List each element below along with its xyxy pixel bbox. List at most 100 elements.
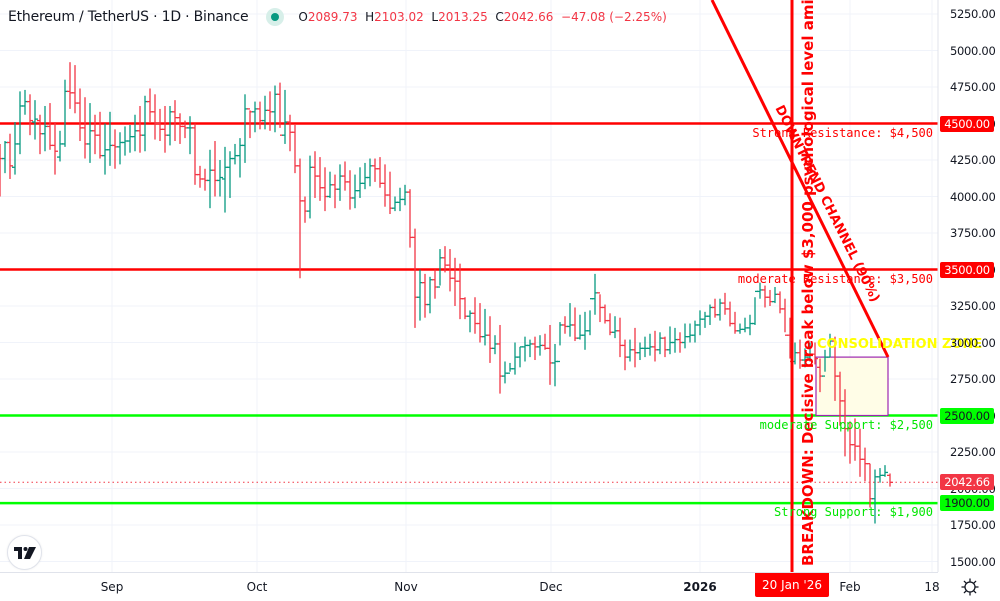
ohlc-bar xyxy=(482,308,488,346)
settings-gear-icon[interactable] xyxy=(960,577,980,597)
price-tick: 2750.00 xyxy=(950,372,996,386)
ohlc-bar xyxy=(212,141,218,197)
ohlc-bar xyxy=(332,174,338,209)
ohlc-bar xyxy=(207,149,213,209)
moderate-support-label: moderate Support: $2,500 xyxy=(759,418,933,432)
ohlc-bar xyxy=(507,362,513,374)
price-tick: 4250.00 xyxy=(950,153,996,167)
ohlc-bar xyxy=(357,167,363,198)
ohlc-bar xyxy=(22,89,28,115)
ohlc-bar xyxy=(282,89,288,144)
ohlc-bar xyxy=(512,342,518,375)
ohlc-bar xyxy=(382,164,388,207)
ohlc-bar xyxy=(12,122,18,175)
close-key: C xyxy=(495,10,504,24)
ohlc-bar xyxy=(177,113,183,144)
price-tick: 3250.00 xyxy=(950,299,996,313)
ohlc-bar xyxy=(472,297,478,334)
ohlc-bar xyxy=(67,62,73,109)
ohlc-bar xyxy=(242,94,248,163)
low-key: L xyxy=(431,10,439,24)
ohlc-bar xyxy=(882,465,888,477)
price-level-tag: 3500.00 xyxy=(940,261,994,278)
price-tick: 4750.00 xyxy=(950,80,996,94)
ohlc-bar xyxy=(297,158,303,279)
ohlc-bar xyxy=(767,289,773,306)
ohlc-bar xyxy=(217,160,223,197)
ohlc-bar xyxy=(747,314,753,336)
ohlc-bar xyxy=(27,94,33,136)
ohlc-bar xyxy=(302,196,308,223)
ohlc-bar xyxy=(682,323,688,349)
ohlc-bar xyxy=(497,324,503,394)
strong-resistance-label: Strong Resistance: $4,500 xyxy=(752,126,933,140)
consolidation-zone-box[interactable] xyxy=(815,356,889,417)
ohlc-bar xyxy=(492,335,498,355)
ohlc-bar xyxy=(547,324,553,385)
ohlc-bar xyxy=(322,167,328,212)
ohlc-bar xyxy=(562,316,568,334)
ohlc-bar xyxy=(307,155,313,219)
ohlc-bar xyxy=(542,333,548,350)
price-tick: 4000.00 xyxy=(950,189,996,204)
ohlc-bar xyxy=(277,82,283,136)
price-tick: 1750.00 xyxy=(950,518,996,532)
grid-lines xyxy=(0,0,938,572)
ohlc-bar xyxy=(112,129,118,169)
ohlc-bar xyxy=(202,168,208,191)
ohlc-bar xyxy=(592,273,598,315)
ohlc-bar xyxy=(617,317,623,358)
price-level-tag: 1900.00 xyxy=(940,495,994,512)
ohlc-bar xyxy=(727,301,733,327)
ohlc-bar xyxy=(267,91,273,131)
ohlc-bar xyxy=(347,170,353,210)
ohlc-bar xyxy=(222,146,228,213)
change-value: −47.08 (−2.25%) xyxy=(561,10,667,24)
price-tick: 2250.00 xyxy=(950,445,996,459)
ohlc-bar xyxy=(437,249,443,288)
open-value: 2089.73 xyxy=(307,10,358,24)
ohlc-bar xyxy=(42,105,48,152)
ohlc-bar xyxy=(77,88,83,142)
ohlc-bar xyxy=(717,298,723,321)
ohlc-bar xyxy=(557,322,563,363)
ohlc-bar xyxy=(742,317,748,333)
ohlc-bar xyxy=(777,291,783,314)
ohlc-bar xyxy=(417,269,423,321)
ohlc-bar xyxy=(162,105,168,153)
ohlc-bar xyxy=(0,143,3,197)
ohlc-bar xyxy=(862,447,868,482)
ohlc-bar xyxy=(157,108,163,142)
ohlc-bar xyxy=(362,162,368,190)
high-value: 2103.02 xyxy=(374,10,424,24)
ohlc-bar xyxy=(432,269,438,299)
ohlc-bar xyxy=(137,105,143,153)
time-tick: Dec xyxy=(539,580,563,594)
tradingview-logo[interactable] xyxy=(7,535,42,570)
ohlc-bar xyxy=(647,333,653,356)
ohlc-bar xyxy=(47,103,53,150)
moderate-resistance-label: moderate Resistance: $3,500 xyxy=(737,272,933,286)
ohlc-bar xyxy=(2,141,8,174)
ohlc-bar xyxy=(337,164,343,201)
ohlc-bars xyxy=(0,62,893,524)
ohlc-bar xyxy=(857,428,863,477)
high-key: H xyxy=(365,10,375,24)
market-status-icon[interactable] xyxy=(266,8,285,26)
ohlc-bar xyxy=(487,316,493,363)
ohlc-bar xyxy=(102,123,108,175)
symbol-title[interactable]: Ethereum / TetherUS · 1D · Binance xyxy=(8,9,249,25)
ohlc-bar xyxy=(187,116,193,155)
ohlc-bar xyxy=(317,157,323,201)
ohlc-bar xyxy=(427,276,433,314)
downtrend-line[interactable] xyxy=(710,0,890,358)
ohlc-bar xyxy=(367,158,373,187)
ohlc-bar xyxy=(342,161,348,191)
ohlc-bar xyxy=(567,303,573,337)
price-scale[interactable]: 5250.00 5000.00 4750.00 4500.00 4250.00 4000.… xyxy=(938,0,1000,572)
market-open-dot xyxy=(271,13,280,21)
ohlc-bar xyxy=(812,342,818,365)
ohlc-bar xyxy=(407,189,413,248)
time-scale[interactable]: Sep Oct Nov Dec 2026 Feb 18 20 Jan '26 xyxy=(0,572,940,601)
